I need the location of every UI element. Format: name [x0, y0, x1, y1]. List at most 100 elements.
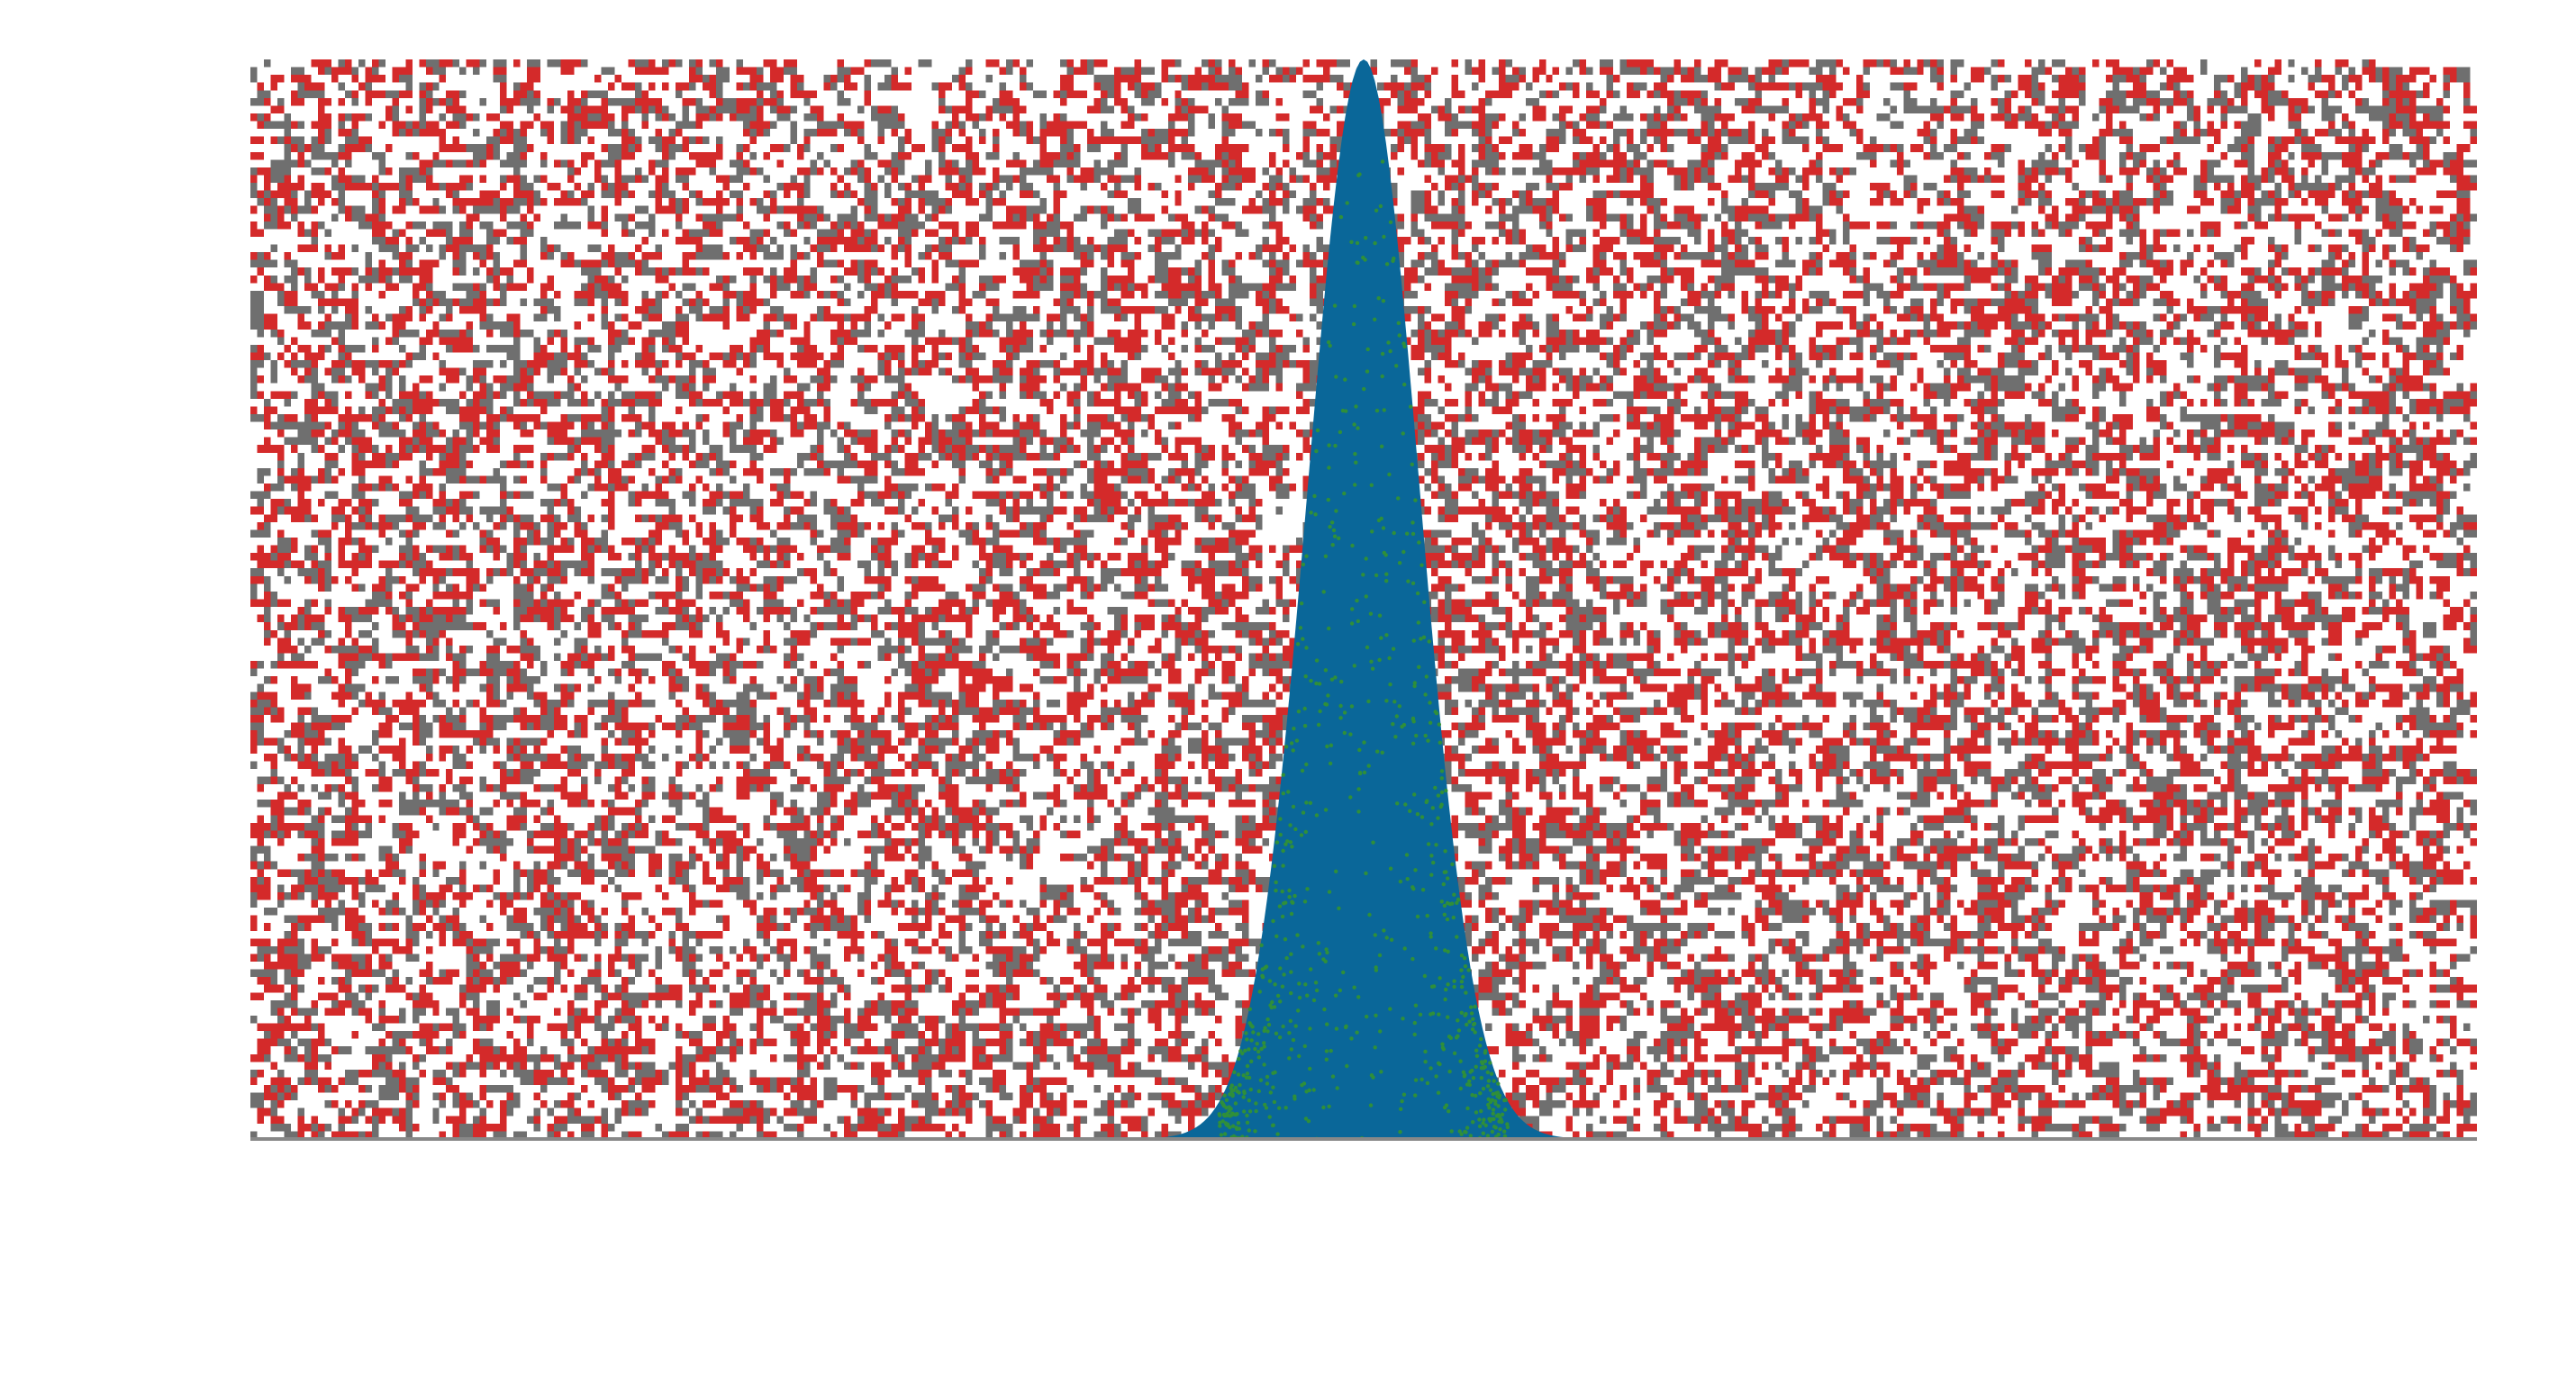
peak-dot: [1485, 1070, 1491, 1075]
peak-dot: [1283, 937, 1288, 942]
peak-dot: [1235, 1112, 1239, 1116]
peak-dot: [1301, 562, 1306, 567]
peak-dot: [1334, 509, 1338, 513]
peak-dot: [1304, 646, 1309, 650]
peak-dot: [1292, 727, 1296, 731]
peak-dot: [1329, 1048, 1333, 1053]
peak-dot: [1343, 1025, 1348, 1030]
peak-dot: [1437, 1012, 1441, 1017]
peak-dot: [1377, 953, 1383, 958]
peak-dot: [1284, 955, 1289, 961]
peak-dot: [1467, 1019, 1472, 1024]
peak-dot: [1489, 1071, 1494, 1076]
peak-dot: [1502, 1129, 1507, 1134]
peak-dot: [1333, 443, 1338, 448]
peak-dot: [1465, 1125, 1470, 1130]
peak-dot: [1361, 255, 1365, 260]
peak-dot: [1479, 1108, 1483, 1114]
peak-dot: [1471, 1017, 1475, 1022]
peak-dot: [1401, 1092, 1407, 1097]
peak-dot: [1254, 1101, 1258, 1106]
peak-dot: [1245, 1113, 1249, 1118]
peak-dot: [1388, 220, 1393, 224]
peak-dot: [1381, 299, 1386, 303]
peak-dot: [1262, 1041, 1266, 1045]
peak-dot: [1348, 795, 1353, 800]
peak-dot: [1401, 1017, 1405, 1021]
peak-dot: [1443, 849, 1447, 854]
peak-dot: [1485, 1134, 1491, 1138]
peak-dot: [1392, 530, 1396, 536]
peak-dot: [1333, 993, 1338, 998]
peak-dot: [1247, 1007, 1253, 1012]
peak-dot: [1283, 745, 1289, 749]
peak-dot: [1289, 990, 1293, 996]
peak-dot: [1423, 692, 1428, 697]
peak-dot: [1262, 1044, 1266, 1049]
peak-dot: [1330, 1074, 1336, 1079]
peak-dot: [1459, 954, 1465, 958]
peak-dot: [1481, 1065, 1486, 1071]
peak-dot: [1352, 664, 1357, 668]
peak-dot: [1314, 658, 1320, 663]
peak-dot: [1309, 678, 1313, 683]
peak-dot: [1387, 655, 1392, 661]
peak-dot: [1255, 1042, 1259, 1046]
peak-dot: [1380, 374, 1384, 379]
peak-dot: [1499, 1117, 1503, 1122]
peak-dot: [1328, 343, 1332, 348]
peak-dot: [1374, 968, 1379, 972]
peak-dot: [1483, 1049, 1488, 1053]
peak-dot: [1232, 1070, 1237, 1075]
peak-dot: [1382, 550, 1387, 556]
peak-dot: [1278, 832, 1283, 837]
peak-dot: [1245, 1120, 1250, 1125]
peak-dot: [1438, 804, 1443, 809]
peak-dot: [1462, 956, 1467, 961]
peak-dot: [1259, 943, 1264, 948]
peak-dot: [1218, 1120, 1222, 1125]
peak-dot: [1247, 1109, 1253, 1114]
peak-dot: [1338, 429, 1343, 435]
peak-dot: [1420, 563, 1424, 567]
peak-dot: [1410, 520, 1415, 525]
peak-dot: [1324, 947, 1329, 952]
peak-dot: [1434, 711, 1439, 716]
peak-dot: [1447, 1069, 1452, 1074]
peak-dot: [1488, 1088, 1493, 1092]
peak-dot: [1308, 800, 1313, 805]
peak-dot: [1447, 901, 1453, 907]
peak-dot: [1327, 466, 1331, 470]
peak-dot: [1452, 1051, 1457, 1056]
peak-dot: [1275, 993, 1281, 999]
peak-dot: [1234, 1125, 1238, 1130]
peak-dot: [1474, 1048, 1479, 1053]
peak-dot: [1289, 970, 1293, 974]
peak-dot: [1265, 1017, 1270, 1022]
peak-dot: [1354, 460, 1358, 465]
peak-dot: [1343, 377, 1347, 382]
peak-dot: [1459, 980, 1465, 984]
peak-dot: [1365, 645, 1370, 650]
peak-dot: [1389, 937, 1394, 943]
peak-dot: [1260, 973, 1265, 979]
peak-dot: [1265, 1074, 1270, 1080]
peak-dot: [1281, 848, 1285, 854]
peak-dot: [1264, 1106, 1269, 1110]
peak-dot: [1442, 903, 1447, 908]
peak-dot: [1446, 982, 1450, 987]
peak-dot: [1295, 642, 1301, 646]
peak-dot: [1452, 979, 1456, 983]
peak-dot: [1413, 1078, 1419, 1082]
peak-dot: [1452, 984, 1456, 990]
peak-dot: [1404, 853, 1410, 857]
peak-dot: [1413, 498, 1418, 502]
peak-dot: [1251, 1030, 1256, 1035]
peak-dot: [1429, 1066, 1433, 1071]
peak-dot: [1265, 1029, 1270, 1034]
peak-dot: [1289, 911, 1294, 917]
peak-dot: [1380, 351, 1385, 357]
peak-dot: [1285, 839, 1290, 844]
peak-dot: [1394, 364, 1399, 368]
